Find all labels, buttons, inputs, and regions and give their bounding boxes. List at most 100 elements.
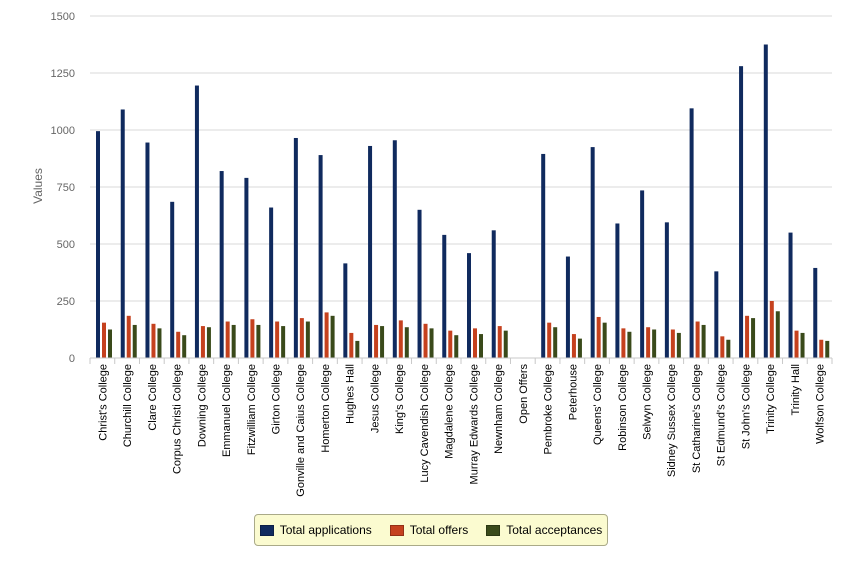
- bar-acceptances-24[interactable]: [701, 324, 706, 358]
- bar-applications-7[interactable]: [269, 207, 274, 358]
- bar-applications-29[interactable]: [813, 267, 818, 358]
- bar-offers-20[interactable]: [596, 316, 601, 358]
- bar-offers-27[interactable]: [769, 301, 774, 358]
- bar-applications-23[interactable]: [664, 222, 669, 358]
- bar-acceptances-7[interactable]: [281, 326, 286, 358]
- bar-offers-4[interactable]: [200, 326, 205, 358]
- bar-applications-2[interactable]: [145, 142, 150, 358]
- bar-acceptances-11[interactable]: [380, 326, 385, 358]
- bar-applications-28[interactable]: [788, 232, 793, 358]
- bar-offers-13[interactable]: [423, 323, 428, 358]
- bar-acceptances-20[interactable]: [602, 322, 607, 358]
- bar-acceptances-8[interactable]: [305, 321, 310, 358]
- bar-applications-22[interactable]: [640, 190, 645, 358]
- bar-acceptances-1[interactable]: [132, 324, 137, 358]
- bar-offers-19[interactable]: [571, 334, 576, 358]
- bar-offers-3[interactable]: [176, 331, 181, 358]
- bar-acceptances-25[interactable]: [726, 339, 731, 358]
- bar-offers-7[interactable]: [275, 321, 280, 358]
- bar-acceptances-29[interactable]: [825, 340, 830, 358]
- bar-offers-6[interactable]: [250, 319, 255, 358]
- bar-acceptances-12[interactable]: [404, 327, 409, 358]
- y-tick-label: 1500: [51, 11, 75, 23]
- bar-offers-11[interactable]: [374, 324, 379, 358]
- bar-acceptances-16[interactable]: [503, 330, 508, 358]
- bar-applications-16[interactable]: [491, 230, 496, 358]
- bar-applications-26[interactable]: [739, 66, 744, 358]
- y-axis-label: Values: [31, 168, 45, 204]
- bar-offers-9[interactable]: [324, 312, 329, 358]
- bar-applications-6[interactable]: [244, 177, 249, 358]
- bar-offers-12[interactable]: [398, 320, 403, 358]
- bar-acceptances-9[interactable]: [330, 315, 335, 358]
- bar-offers-14[interactable]: [448, 330, 453, 358]
- bar-applications-14[interactable]: [442, 234, 447, 358]
- bar-acceptances-18[interactable]: [553, 327, 558, 358]
- bar-acceptances-21[interactable]: [627, 331, 632, 358]
- bar-acceptances-3[interactable]: [182, 335, 187, 358]
- bar-offers-0[interactable]: [102, 322, 106, 358]
- bar-applications-3[interactable]: [170, 201, 175, 358]
- category-label: Girton College: [271, 364, 283, 434]
- bar-offers-25[interactable]: [720, 336, 725, 358]
- category-label: St John's College: [740, 364, 752, 449]
- bar-applications-1[interactable]: [120, 109, 125, 358]
- bar-applications-25[interactable]: [714, 271, 719, 358]
- bar-applications-13[interactable]: [417, 209, 422, 358]
- bar-acceptances-22[interactable]: [652, 329, 657, 359]
- bar-acceptances-19[interactable]: [577, 338, 582, 358]
- bar-applications-19[interactable]: [565, 256, 570, 358]
- legend-swatch-offers: [389, 524, 404, 536]
- legend-item-acceptances[interactable]: Total acceptances: [486, 523, 602, 537]
- bar-applications-11[interactable]: [368, 145, 373, 358]
- bar-offers-8[interactable]: [299, 318, 304, 358]
- bar-applications-5[interactable]: [219, 171, 224, 358]
- bar-offers-1[interactable]: [126, 315, 131, 358]
- bar-acceptances-15[interactable]: [479, 334, 483, 358]
- bar-offers-18[interactable]: [547, 322, 552, 358]
- bar-acceptances-23[interactable]: [676, 332, 681, 358]
- bar-acceptances-4[interactable]: [206, 327, 211, 358]
- bar-applications-27[interactable]: [763, 44, 768, 359]
- legend-item-applications[interactable]: Total applications: [259, 523, 372, 537]
- bar-applications-15[interactable]: [467, 253, 471, 358]
- bar-offers-15[interactable]: [473, 328, 477, 358]
- bar-applications-18[interactable]: [541, 153, 546, 358]
- bar-applications-8[interactable]: [293, 137, 298, 358]
- bar-applications-12[interactable]: [392, 140, 397, 358]
- bar-acceptances-14[interactable]: [454, 335, 459, 358]
- bar-applications-21[interactable]: [615, 223, 620, 358]
- bar-offers-26[interactable]: [745, 315, 750, 358]
- category-label: Gonville and Caius College: [295, 364, 307, 497]
- bar-applications-4[interactable]: [194, 85, 199, 358]
- bar-applications-10[interactable]: [343, 263, 348, 358]
- bar-acceptances-28[interactable]: [800, 332, 805, 358]
- bar-applications-24[interactable]: [689, 108, 694, 358]
- category-label: Fitzwilliam College: [246, 364, 258, 455]
- bar-offers-29[interactable]: [819, 339, 824, 358]
- bar-acceptances-26[interactable]: [751, 318, 756, 358]
- bar-acceptances-27[interactable]: [775, 311, 780, 358]
- bar-applications-0[interactable]: [96, 131, 100, 358]
- bar-offers-24[interactable]: [695, 321, 700, 358]
- bar-offers-5[interactable]: [225, 321, 230, 358]
- bar-offers-22[interactable]: [646, 327, 651, 358]
- bar-acceptances-13[interactable]: [429, 328, 434, 358]
- bar-acceptances-10[interactable]: [355, 340, 360, 358]
- legend-item-offers[interactable]: Total offers: [389, 523, 468, 537]
- bar-offers-16[interactable]: [497, 326, 502, 358]
- bar-acceptances-0[interactable]: [108, 329, 112, 359]
- bar-offers-21[interactable]: [621, 328, 626, 358]
- bar-applications-9[interactable]: [318, 155, 323, 358]
- bar-offers-28[interactable]: [794, 330, 799, 358]
- bar-acceptances-5[interactable]: [231, 324, 236, 358]
- category-label: Queens' College: [592, 364, 604, 445]
- category-label: Open Offers: [518, 364, 530, 424]
- bar-applications-20[interactable]: [590, 147, 595, 358]
- bar-offers-10[interactable]: [349, 332, 354, 358]
- bar-offers-23[interactable]: [670, 329, 675, 359]
- bar-offers-2[interactable]: [151, 323, 156, 358]
- bar-acceptances-2[interactable]: [157, 328, 162, 358]
- bar-acceptances-6[interactable]: [256, 324, 261, 358]
